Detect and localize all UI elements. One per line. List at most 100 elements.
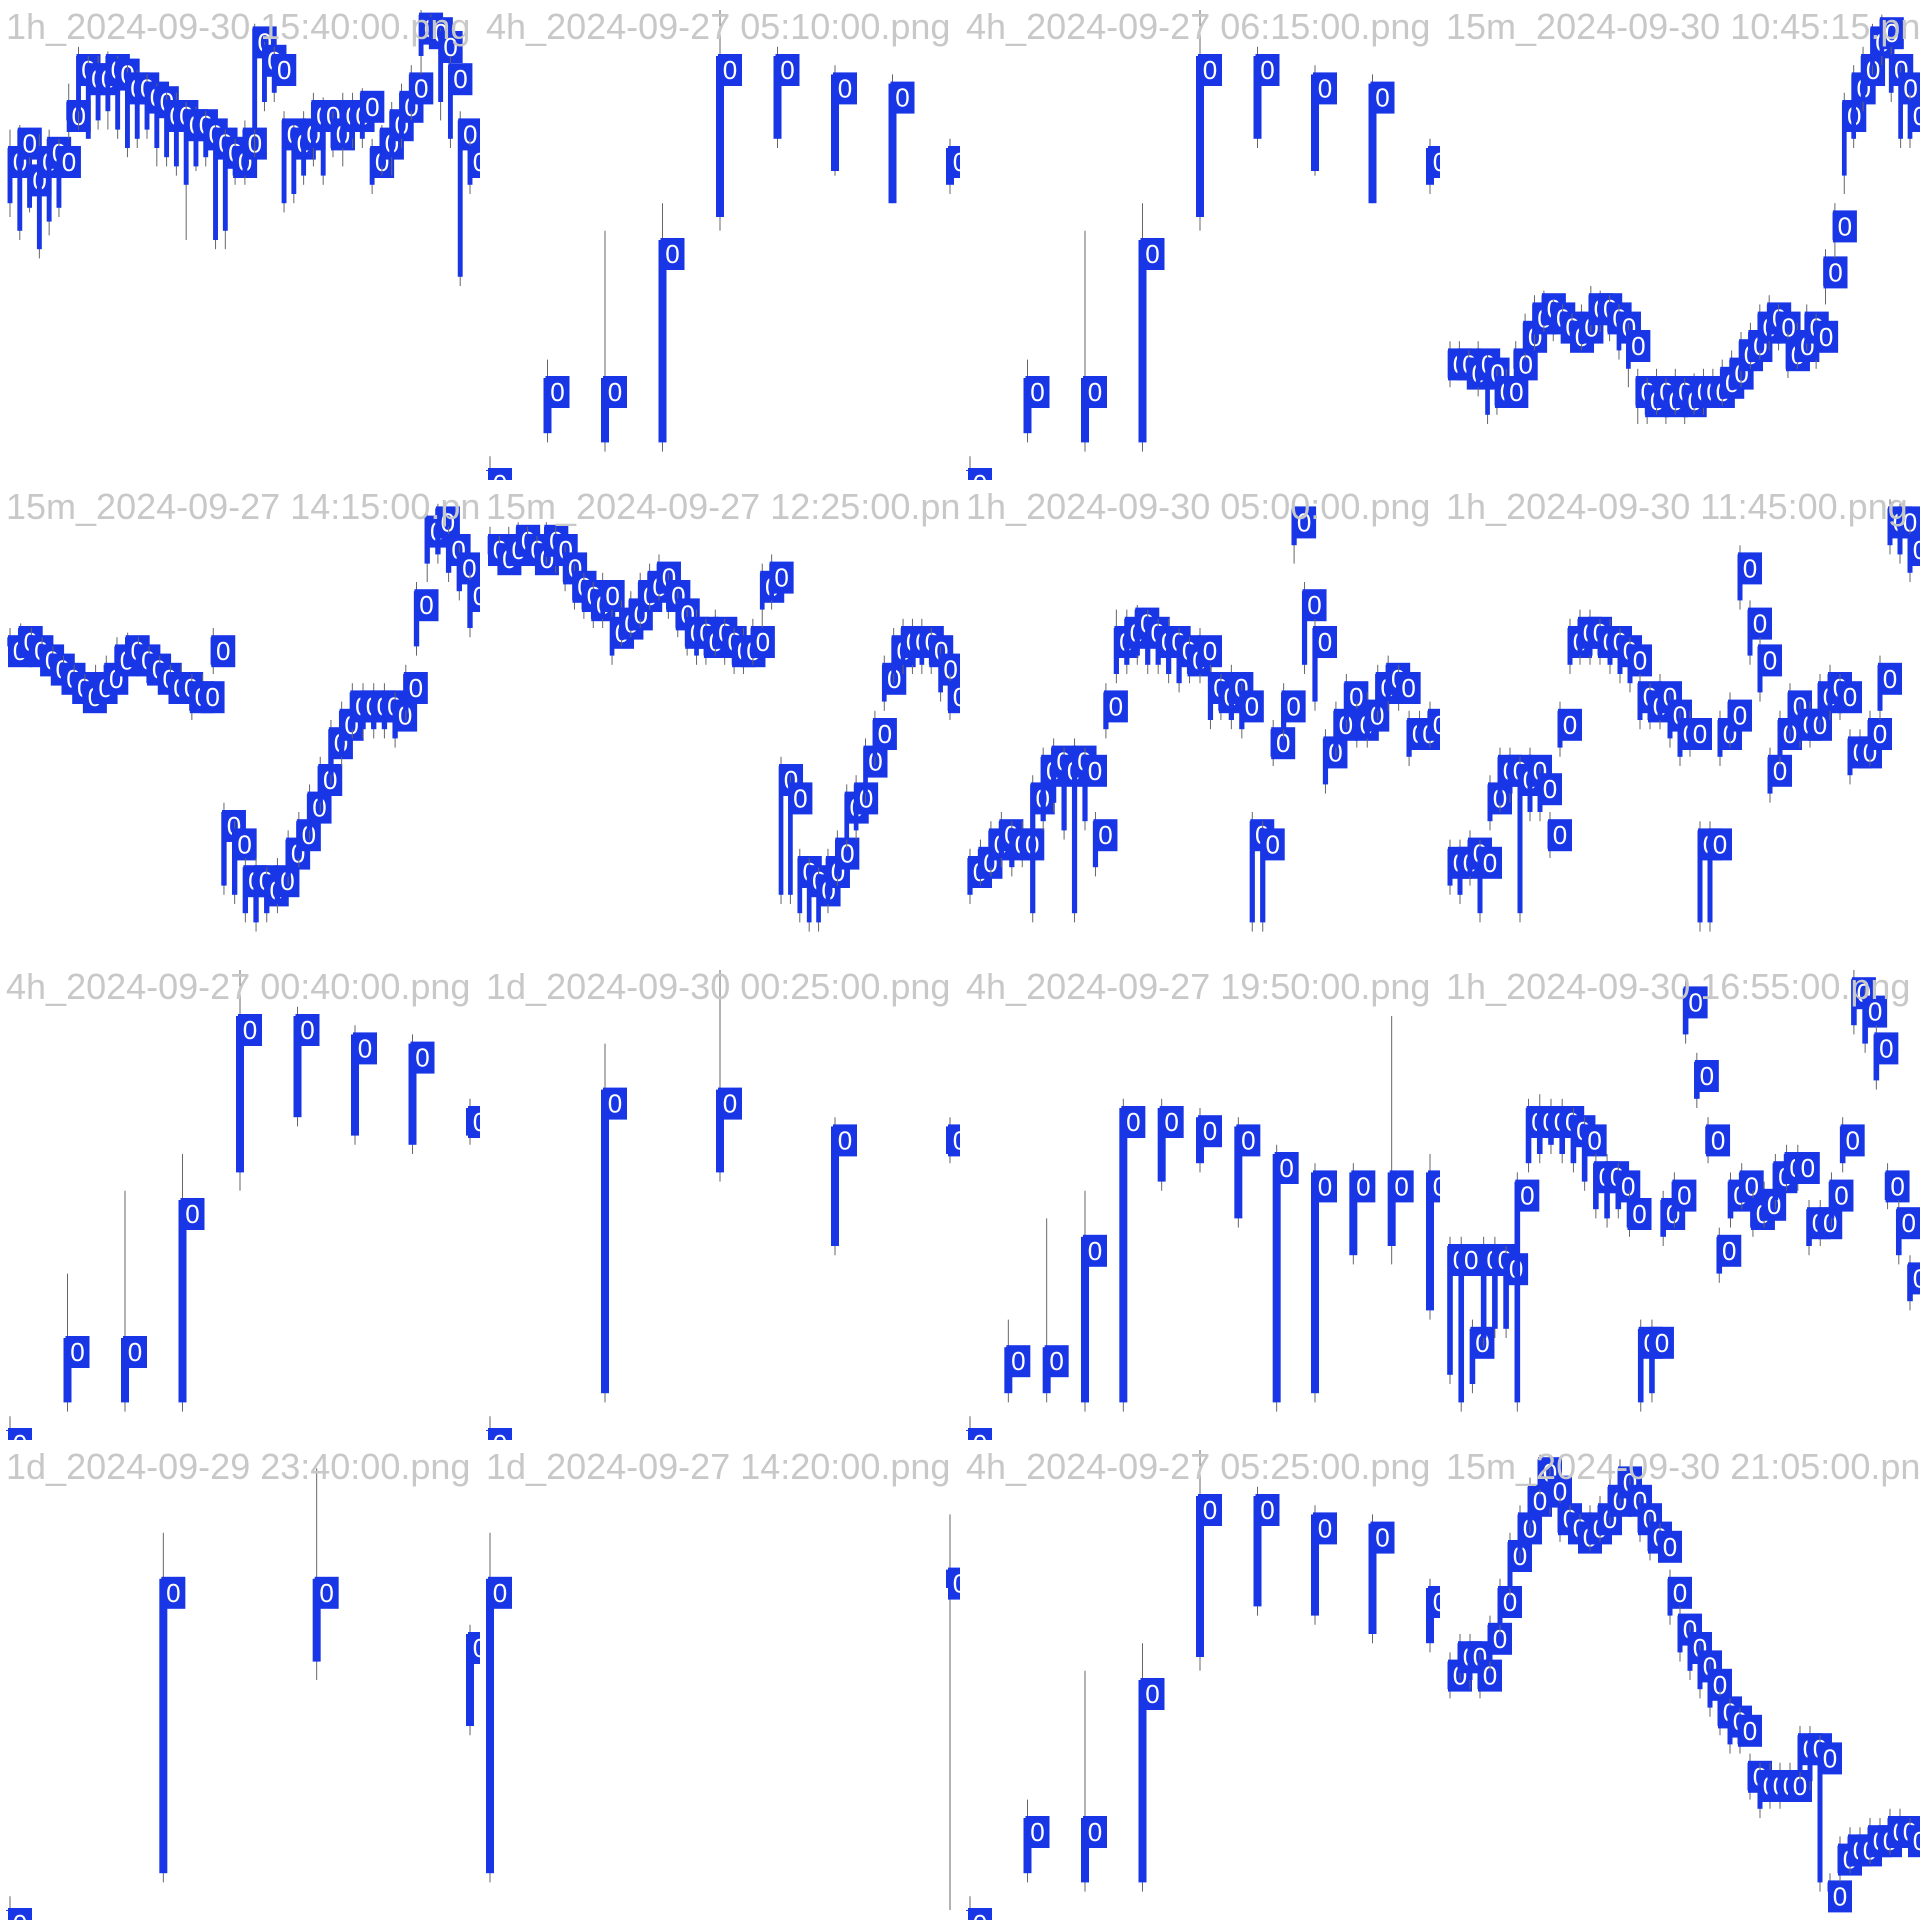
point-label: 0 [238, 1014, 262, 1046]
point-label-text: 0 [13, 1429, 27, 1440]
point-label-box [750, 626, 775, 658]
point-label: 0 [1626, 330, 1651, 362]
point-label-text: 0 [128, 1337, 142, 1367]
point-label: 0 [17, 127, 42, 160]
point-label: 0 [488, 468, 512, 480]
candle-body [1707, 830, 1713, 923]
point-label: 0 [1828, 1880, 1852, 1913]
point-label-text: 0 [1483, 1661, 1497, 1691]
point-label-box [1908, 1262, 1920, 1295]
point-label-box [1738, 1714, 1762, 1747]
point-label-text: 0 [1633, 645, 1647, 675]
point-label-text: 0 [216, 636, 230, 666]
point-label: 0 [1198, 1115, 1222, 1148]
point-label-text: 0 [1773, 756, 1787, 786]
point-label-text: 0 [973, 1429, 987, 1440]
point-label: 0 [1478, 846, 1502, 879]
point-label-box [1255, 54, 1280, 86]
candle-body [1841, 102, 1847, 176]
point-label: 0 [750, 626, 775, 658]
point-label-text: 0 [973, 469, 987, 480]
point-label: 0 [1459, 1244, 1484, 1276]
point-label-text: 0 [1913, 1263, 1920, 1293]
point-label-box [1840, 1124, 1865, 1157]
point-label-box [1504, 376, 1529, 408]
candle-body [1030, 784, 1036, 914]
candle-body [457, 120, 463, 277]
point-label: 0 [718, 54, 742, 86]
point-label-text: 0 [1845, 1125, 1859, 1155]
point-label-box [1093, 819, 1118, 852]
point-label-box [833, 72, 857, 105]
point-label-text: 0 [62, 147, 76, 177]
point-label: 0 [1044, 1345, 1069, 1378]
point-label-box [295, 1014, 320, 1046]
point-label: 0 [1717, 1234, 1742, 1267]
point-label: 0 [1140, 1678, 1165, 1710]
point-label-box [65, 1336, 90, 1368]
point-label-box [232, 828, 257, 861]
point-label: 0 [1758, 644, 1782, 677]
point-label-text: 0 [277, 55, 291, 85]
point-label-text: 0 [1109, 691, 1123, 721]
candlestick-plot: 0000000000000000000000000000000000000000… [967, 499, 1440, 932]
point-label-text: 0 [1088, 1236, 1102, 1266]
point-label: 0 [1908, 100, 1920, 132]
point-label-text: 0 [943, 655, 957, 685]
point-label: 0 [1908, 1825, 1920, 1858]
point-label: 0 [1748, 607, 1772, 640]
point-label-box [410, 1041, 435, 1074]
point-label: 0 [948, 146, 960, 178]
point-label: 0 [318, 764, 343, 796]
point-label: 0 [1159, 1106, 1184, 1138]
point-label: 0 [1274, 1152, 1299, 1184]
point-label-box [1758, 644, 1782, 677]
point-label: 0 [660, 238, 685, 270]
point-label: 0 [1896, 1207, 1920, 1240]
point-label: 0 [938, 653, 960, 686]
point-label-text: 0 [1673, 1578, 1687, 1608]
point-label-text: 0 [605, 581, 619, 611]
point-label-text: 0 [550, 377, 564, 407]
point-label: 0 [1878, 662, 1902, 695]
candle-body [1387, 1172, 1396, 1246]
point-label-text: 0 [237, 829, 251, 859]
point-label-text: 0 [1693, 719, 1707, 749]
point-label-text: 0 [1913, 535, 1920, 565]
candle-body [438, 33, 444, 102]
point-label-box [1389, 1170, 1414, 1203]
point-label: 0 [1198, 54, 1222, 86]
point-label: 0 [1616, 1170, 1641, 1203]
candle-body [1503, 1255, 1509, 1329]
point-label-box [1103, 690, 1128, 723]
point-label-box [1863, 995, 1888, 1028]
point-label-text: 0 [1903, 507, 1917, 537]
candle-body [778, 766, 784, 895]
point-label: 0 [275, 865, 300, 898]
candle-body [1138, 1680, 1147, 1883]
point-label-box [1668, 1576, 1692, 1609]
point-label-box [1313, 1512, 1337, 1545]
point-label: 0 [180, 1198, 205, 1230]
point-label-text: 0 [973, 1909, 987, 1920]
point-label: 0 [1668, 1576, 1692, 1609]
point-label: 0 [1863, 995, 1888, 1028]
point-label-box [1274, 1152, 1299, 1184]
point-label-box [1083, 754, 1107, 787]
point-label-box [457, 552, 480, 585]
candle-body [1196, 1496, 1204, 1657]
point-label-box [17, 127, 42, 160]
point-label-text: 0 [1793, 1771, 1807, 1801]
candle-body [831, 74, 839, 171]
point-label-text: 0 [1563, 710, 1577, 740]
point-label: 0 [863, 745, 888, 778]
point-label: 0 [1795, 1152, 1820, 1184]
point-label: 0 [409, 72, 434, 105]
point-label-text: 0 [1753, 609, 1767, 639]
point-label: 0 [353, 1032, 377, 1065]
point-label-text: 0 [774, 563, 788, 593]
point-label: 0 [1538, 773, 1562, 806]
point-label-box [1313, 626, 1337, 658]
point-label-box [1616, 1170, 1641, 1203]
